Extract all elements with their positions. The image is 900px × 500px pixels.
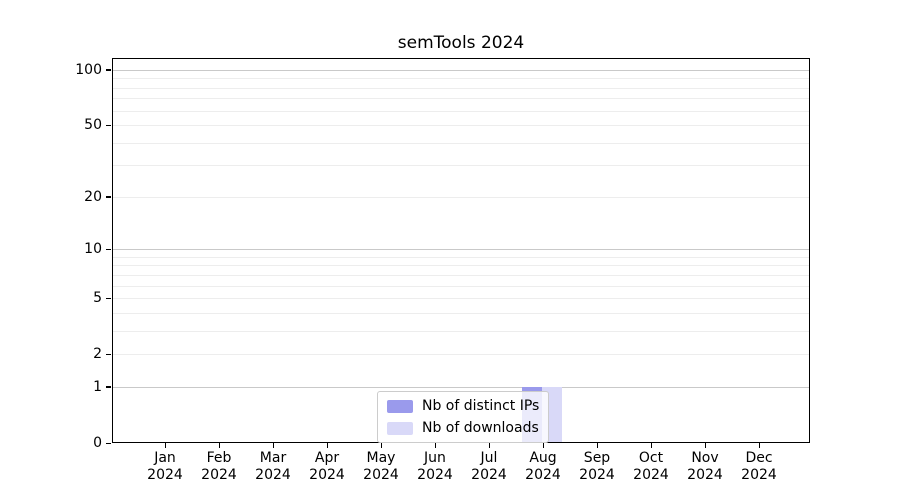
gridline-minor — [112, 285, 810, 287]
legend-swatch — [387, 399, 413, 413]
y-tick-label: 10 — [84, 241, 102, 258]
gridline-major — [112, 249, 810, 251]
gridline-minor — [112, 265, 810, 267]
x-tick-label: Sep 2024 — [579, 450, 615, 483]
plot-area: Nb of distinct IPs Nb of downloads 0 1 2 5 10… — [75, 58, 810, 483]
x-tick — [650, 443, 652, 448]
x-tick-label: Oct 2024 — [633, 450, 669, 483]
y-tick — [106, 386, 111, 388]
x-tick — [218, 443, 220, 448]
gridline-minor — [112, 110, 810, 112]
y-tick-label: 50 — [84, 117, 102, 134]
x-tick — [272, 443, 274, 448]
x-tick — [164, 443, 166, 448]
y-tick-label: 2 — [93, 346, 102, 363]
x-tick — [380, 443, 382, 448]
x-tick-label: Nov 2024 — [687, 450, 723, 483]
legend-label: Nb of distinct IPs — [422, 398, 540, 414]
gridline-minor — [112, 87, 810, 89]
x-tick-label: Jun 2024 — [417, 450, 453, 483]
gridline-minor — [112, 312, 810, 314]
x-tick — [488, 443, 490, 448]
y-tick-label: 5 — [93, 290, 102, 307]
x-tick-label: Dec 2024 — [741, 450, 777, 483]
y-tick — [106, 442, 111, 444]
y-tick — [106, 248, 111, 251]
chart-title: semTools 2024 — [397, 33, 525, 53]
y-tick — [106, 124, 111, 127]
gridline-minor — [112, 354, 810, 356]
y-tick-label: 20 — [84, 188, 102, 205]
x-tick — [704, 443, 706, 448]
y-tick — [106, 353, 111, 356]
x-tick-label: Jan 2024 — [147, 450, 183, 483]
x-tick-label: Apr 2024 — [309, 450, 345, 483]
legend: Nb of distinct IPs Nb of downloads — [377, 391, 550, 443]
gridline-minor — [112, 142, 810, 144]
x-tick — [596, 443, 598, 448]
x-tick-label: May 2024 — [363, 450, 399, 483]
x-tick — [434, 443, 436, 448]
x-tick-label: Jul 2024 — [471, 450, 507, 483]
gridline-minor — [112, 196, 810, 198]
x-tick-label: Mar 2024 — [255, 450, 291, 483]
legend-item: Nb of downloads — [387, 418, 539, 438]
gridline-minor — [112, 98, 810, 100]
y-tick — [106, 297, 111, 300]
x-tick — [326, 443, 328, 448]
x-tick-label: Aug 2024 — [525, 450, 561, 483]
y-tick-label: 1 — [93, 378, 102, 395]
x-tick — [542, 443, 544, 448]
gridline-major — [112, 69, 810, 71]
gridline-major — [112, 386, 810, 388]
gridline-minor — [112, 165, 810, 167]
legend-label: Nb of downloads — [422, 420, 539, 436]
gridline-minor — [112, 125, 810, 127]
gridline-minor — [112, 256, 810, 258]
gridline-minor — [112, 330, 810, 332]
x-tick — [758, 443, 760, 448]
gridline-minor — [112, 78, 810, 80]
gridline-minor — [112, 274, 810, 276]
x-tick-label: Feb 2024 — [201, 450, 237, 483]
legend-item: Nb of distinct IPs — [387, 396, 539, 416]
y-tick-label: 0 — [93, 435, 102, 451]
axes-frame — [112, 58, 810, 443]
gridline-minor — [112, 298, 810, 300]
legend-swatch — [387, 421, 413, 435]
y-tick — [106, 69, 111, 71]
y-tick — [106, 196, 111, 198]
y-tick-label: 100 — [75, 61, 102, 78]
